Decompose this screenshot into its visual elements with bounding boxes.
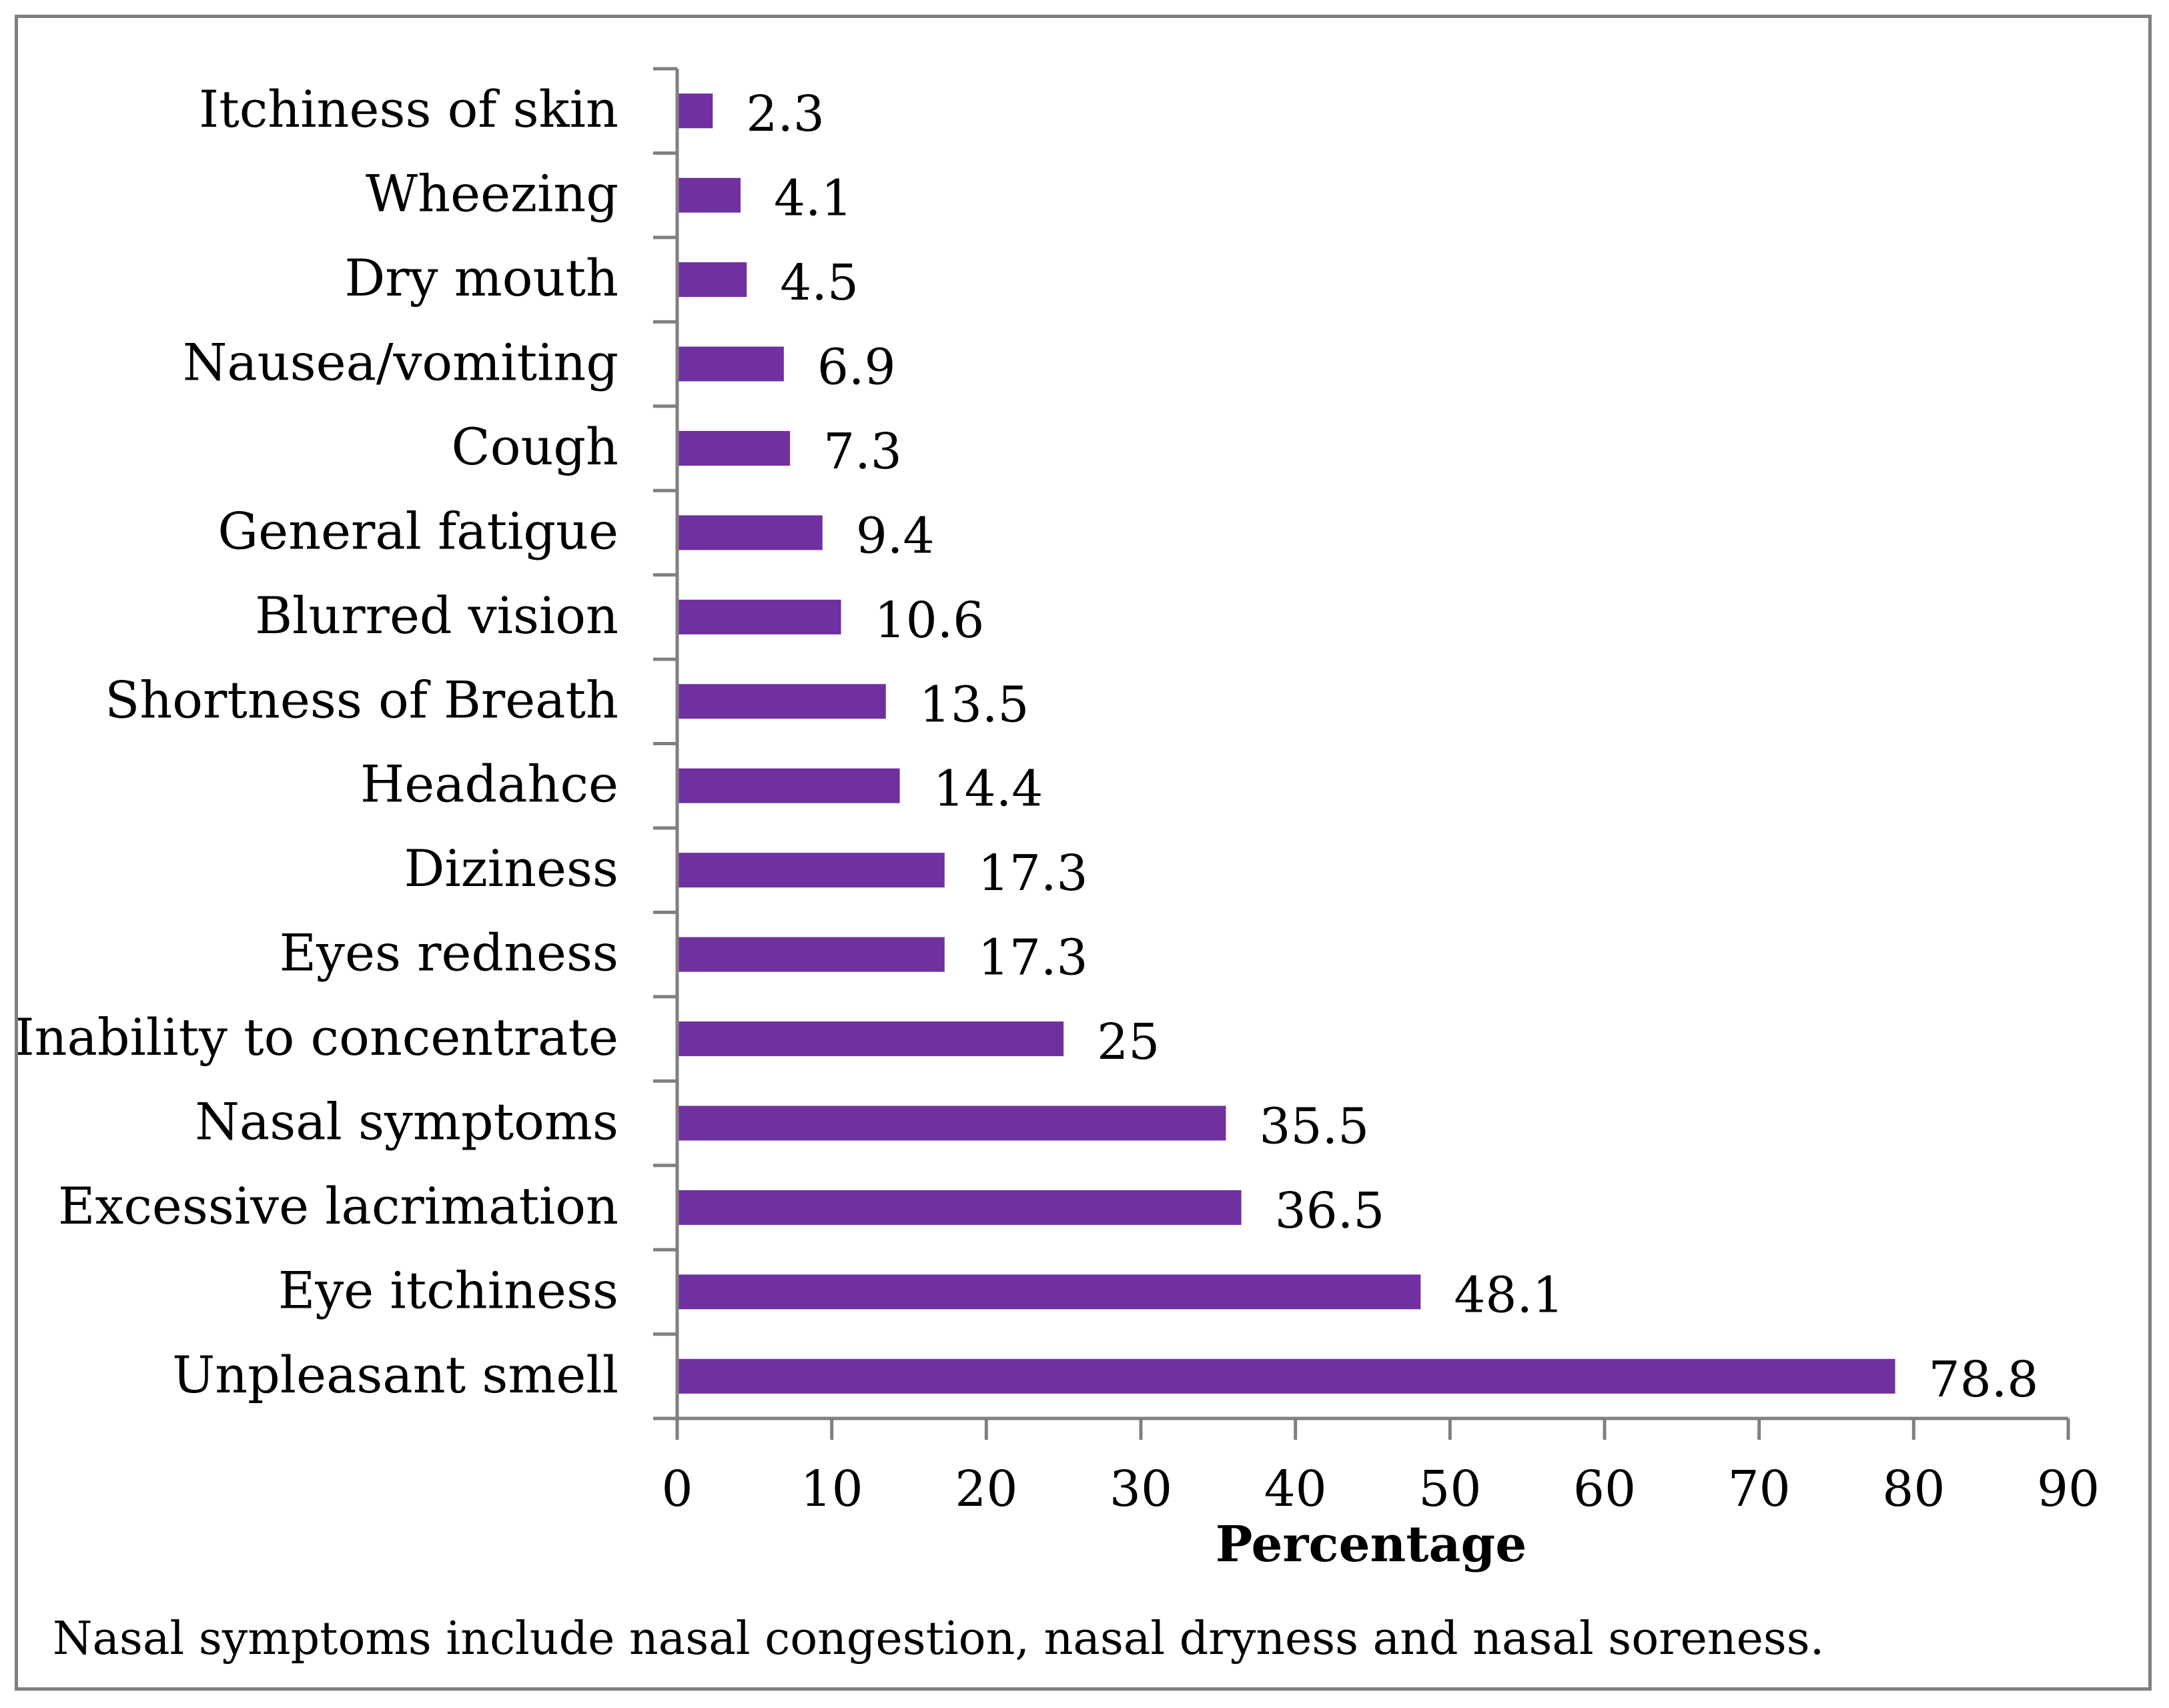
data-label: 14.4 (933, 761, 1043, 818)
category-label: Unpleasant smell (172, 1345, 618, 1404)
bar (677, 1190, 1242, 1225)
category-label: Itchiness of skin (199, 79, 618, 139)
x-tick-label: 80 (1882, 1460, 1945, 1518)
data-label: 17.3 (978, 929, 1088, 987)
bar (677, 768, 900, 803)
bar (677, 262, 747, 298)
x-tick-label: 90 (2037, 1460, 2100, 1518)
category-label: Inability to concentrate (18, 1007, 618, 1067)
bar (677, 346, 784, 382)
chart-frame: Itchiness of skin 2.3 Wheezing 4.1 Dry mouth… (15, 15, 2152, 1691)
data-label: 13.5 (919, 676, 1029, 733)
x-tick-label: 60 (1573, 1460, 1636, 1518)
x-tick-label: 70 (1728, 1460, 1791, 1518)
bar (677, 177, 741, 213)
data-label: 2.3 (746, 85, 825, 143)
data-label: 9.4 (856, 507, 935, 564)
bar-chart: Itchiness of skin 2.3 Wheezing 4.1 Dry mouth… (18, 67, 2100, 1573)
x-tick-label: 0 (661, 1460, 693, 1518)
data-label: 4.1 (774, 170, 853, 228)
data-label: 6.9 (817, 339, 896, 396)
category-label: Dry mouth (344, 248, 618, 308)
category-label: Nasal symptoms (195, 1092, 618, 1151)
bar (677, 684, 886, 719)
x-tick-label: 10 (801, 1460, 863, 1518)
bar (677, 853, 945, 888)
bar (677, 430, 791, 466)
category-label: Wheezing (366, 164, 618, 224)
data-label: 78.8 (1929, 1351, 2039, 1408)
data-label: 48.1 (1454, 1266, 1564, 1324)
data-label: 35.5 (1259, 1098, 1369, 1155)
category-label: Headahce (360, 755, 618, 814)
category-label: Cough (452, 417, 618, 476)
category-label: Eyes redness (280, 923, 618, 983)
data-label: 7.3 (823, 423, 902, 480)
data-label: 25 (1097, 1013, 1160, 1071)
category-label: Eye itchiness (278, 1260, 618, 1320)
bar (677, 1021, 1064, 1057)
category-label: Blurred vision (255, 586, 618, 645)
data-label: 10.6 (875, 592, 985, 649)
bar (677, 515, 823, 550)
bar (677, 1274, 1421, 1310)
x-axis-title: Percentage (1216, 1516, 1527, 1573)
x-tick-label: 20 (955, 1460, 1017, 1518)
bar (677, 1358, 1895, 1394)
x-tick-label: 50 (1418, 1460, 1481, 1518)
data-label: 36.5 (1275, 1182, 1385, 1240)
category-label: Nausea/vomiting (183, 333, 618, 392)
bar (677, 937, 945, 972)
data-label: 17.3 (978, 845, 1088, 902)
bar (677, 1106, 1226, 1141)
category-label: Shortness of Breath (105, 670, 618, 729)
category-label: Diziness (404, 839, 618, 898)
bar (677, 93, 713, 129)
x-tick-label: 40 (1264, 1460, 1327, 1518)
category-label: General fatigue (218, 501, 618, 560)
category-label: Excessive lacrimation (58, 1176, 618, 1236)
data-label: 4.5 (780, 254, 859, 312)
x-tick-label: 30 (1110, 1460, 1172, 1518)
footnote: Nasal symptoms include nasal congestion,… (53, 1613, 1825, 1665)
bar (677, 599, 841, 634)
